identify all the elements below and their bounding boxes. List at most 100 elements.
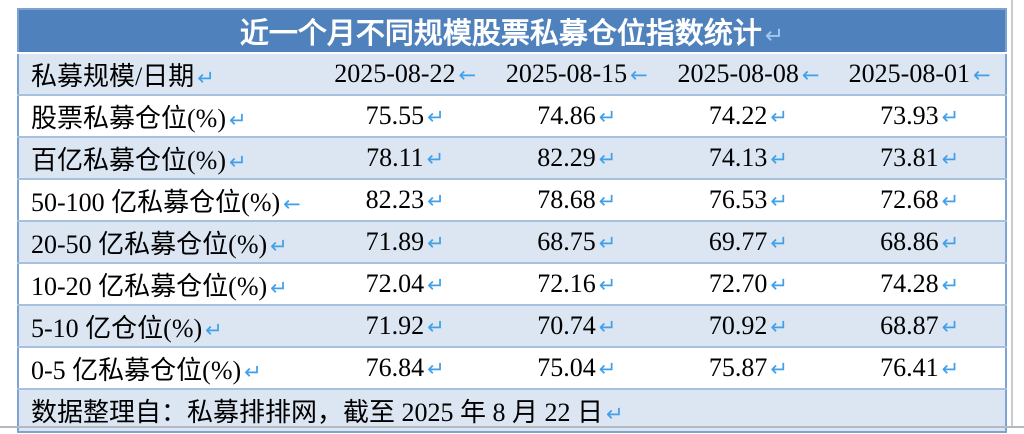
row-label-cell: 股票私募仓位(%) ↵ — [18, 95, 320, 138]
paragraph-mark-icon: ↵ — [606, 402, 624, 426]
value-cell: 76.41 ↵ — [834, 347, 1006, 390]
value-cell: 71.89 ↵ — [319, 221, 491, 264]
row-label: 0-5 亿私募仓位(%) — [31, 355, 242, 385]
header-label: 私募规模/日期 — [31, 61, 195, 91]
paragraph-mark-icon: ↵ — [770, 105, 789, 129]
table-title: 近一个月不同规模股票私募仓位指数统计 — [239, 18, 762, 50]
footer-note-cell: 数据整理自：私募排排网，截至 2025 年 8 月 22 日 ↵ — [18, 389, 1006, 432]
line-break-mark-icon: ← — [973, 63, 991, 87]
paragraph-mark-icon: ↵ — [598, 315, 617, 339]
paragraph-mark-icon: ↵ — [598, 189, 617, 213]
header-date-cell: 2025-08-01 ← — [834, 53, 1006, 96]
position-value: 68.86 — [880, 227, 939, 256]
paragraph-mark-icon: ↵ — [244, 359, 262, 384]
header-date-cell: 2025-08-08 ← — [662, 53, 835, 96]
table-row: 5-10 亿仓位(%) ↵ 71.92 ↵ 70.74 ↵ 70.92 ↵ 68.87 ↵ — [18, 305, 1006, 348]
value-cell: 73.81 ↵ — [834, 137, 1006, 180]
value-cell: 73.93 ↵ — [834, 95, 1006, 138]
position-value: 74.28 — [880, 269, 939, 298]
position-value: 78.68 — [537, 185, 596, 214]
position-value: 71.92 — [365, 311, 425, 340]
paragraph-mark-icon: ↵ — [270, 275, 288, 300]
paragraph-mark-icon: ↵ — [941, 105, 960, 129]
position-value: 72.04 — [365, 269, 425, 298]
row-label: 百亿私募仓位(%) — [31, 145, 226, 175]
line-break-mark-icon: ← — [630, 63, 648, 87]
paragraph-mark-icon: ↵ — [228, 107, 247, 132]
paragraph-mark-icon: ↵ — [770, 147, 789, 171]
paragraph-mark-icon: ↵ — [228, 149, 247, 174]
row-label-cell: 5-10 亿仓位(%) ↵ — [18, 305, 320, 348]
paragraph-mark-icon: ↵ — [427, 357, 445, 381]
position-value: 82.29 — [537, 143, 596, 172]
page-bottom-edge — [0, 426, 1024, 428]
value-cell: 72.68 ↵ — [834, 179, 1006, 222]
paragraph-mark-icon: ↵ — [427, 231, 445, 255]
header-date: 2025-08-15 — [505, 59, 628, 88]
paragraph-mark-icon: ↵ — [427, 273, 445, 297]
position-value: 73.81 — [880, 143, 939, 172]
paragraph-mark-icon: ↵ — [197, 65, 215, 90]
line-break-mark-icon: ← — [801, 63, 820, 87]
position-value: 72.68 — [880, 185, 939, 214]
value-cell: 70.92 ↵ — [662, 305, 835, 348]
position-value: 72.70 — [708, 269, 768, 298]
position-value: 76.53 — [708, 185, 768, 214]
table-row: 10-20 亿私募仓位(%) ↵ 72.04 ↵ 72.16 ↵ 72.70 ↵ 74.28 ↵ — [18, 263, 1006, 306]
paragraph-mark-icon: ↵ — [770, 357, 789, 381]
row-label: 5-10 亿仓位(%) — [31, 313, 203, 343]
value-cell: 72.16 ↵ — [490, 263, 663, 306]
position-value: 75.87 — [708, 353, 768, 382]
header-label-cell: 私募规模/日期 ↵ — [18, 53, 320, 96]
value-cell: 76.84 ↵ — [319, 347, 491, 390]
value-cell: 82.29 ↵ — [490, 137, 663, 180]
value-cell: 71.92 ↵ — [319, 305, 491, 348]
position-value: 75.55 — [365, 101, 425, 130]
row-label-cell: 20-50 亿私募仓位(%) ↵ — [18, 221, 320, 264]
paragraph-mark-icon: ↵ — [770, 189, 789, 213]
paragraph-mark-icon: ↵ — [770, 231, 789, 255]
table-row: 百亿私募仓位(%) ↵ 78.11 ↵ 82.29 ↵ 74.13 ↵ 73.81 ↵ — [18, 137, 1006, 180]
position-value: 74.22 — [708, 101, 768, 130]
value-cell: 78.11 ↵ — [319, 137, 491, 180]
table-row: 20-50 亿私募仓位(%) ↵ 71.89 ↵ 68.75 ↵ 69.77 ↵ 68.86 ↵ — [18, 221, 1006, 264]
value-cell: 69.77 ↵ — [662, 221, 835, 264]
header-date-cell: 2025-08-22 ← — [319, 53, 491, 96]
table-row: 50-100 亿私募仓位(%) ← 82.23 ↵ 78.68 ↵ 76.53 ↵ 72.68 ↵ — [18, 179, 1006, 222]
row-label: 50-100 亿私募仓位(%) — [31, 187, 281, 217]
paragraph-mark-icon: ↵ — [941, 147, 960, 171]
position-value: 74.86 — [537, 101, 596, 130]
header-date-cell: 2025-08-15 ← — [490, 53, 663, 96]
value-cell: 75.55 ↵ — [319, 95, 491, 138]
position-value: 78.11 — [366, 143, 424, 172]
value-cell: 70.74 ↵ — [490, 305, 663, 348]
value-cell: 75.04 ↵ — [490, 347, 663, 390]
position-value: 71.89 — [365, 227, 425, 256]
value-cell: 68.86 ↵ — [834, 221, 1006, 264]
paragraph-mark-icon: ↵ — [941, 315, 960, 339]
row-label: 股票私募仓位(%) — [31, 103, 226, 133]
table-footer-row: 数据整理自：私募排排网，截至 2025 年 8 月 22 日 ↵ — [18, 389, 1006, 432]
table-title-row: 近一个月不同规模股票私募仓位指数统计 ↵ — [18, 9, 1006, 54]
position-value: 68.87 — [880, 311, 939, 340]
paragraph-mark-icon: ↵ — [598, 231, 617, 255]
value-cell: 74.13 ↵ — [662, 137, 835, 180]
paragraph-mark-icon: ↵ — [941, 189, 960, 213]
position-value: 72.16 — [537, 269, 596, 298]
row-label-cell: 50-100 亿私募仓位(%) ← — [18, 179, 320, 222]
value-cell: 72.70 ↵ — [662, 263, 835, 306]
value-cell: 75.87 ↵ — [662, 347, 835, 390]
position-value: 76.41 — [880, 353, 939, 382]
value-cell: 68.87 ↵ — [834, 305, 1006, 348]
paragraph-mark-icon: ↵ — [598, 357, 617, 381]
paragraph-mark-icon: ↵ — [426, 147, 445, 171]
paragraph-mark-icon: ↵ — [941, 273, 960, 297]
row-label: 10-20 亿私募仓位(%) — [31, 271, 268, 301]
value-cell: 74.22 ↵ — [662, 95, 835, 138]
position-value: 69.77 — [708, 227, 768, 256]
paragraph-mark-icon: ↵ — [770, 273, 789, 297]
paragraph-mark-icon: ↵ — [941, 357, 960, 381]
paragraph-mark-icon: ↵ — [427, 189, 445, 213]
value-cell: 74.86 ↵ — [490, 95, 663, 138]
